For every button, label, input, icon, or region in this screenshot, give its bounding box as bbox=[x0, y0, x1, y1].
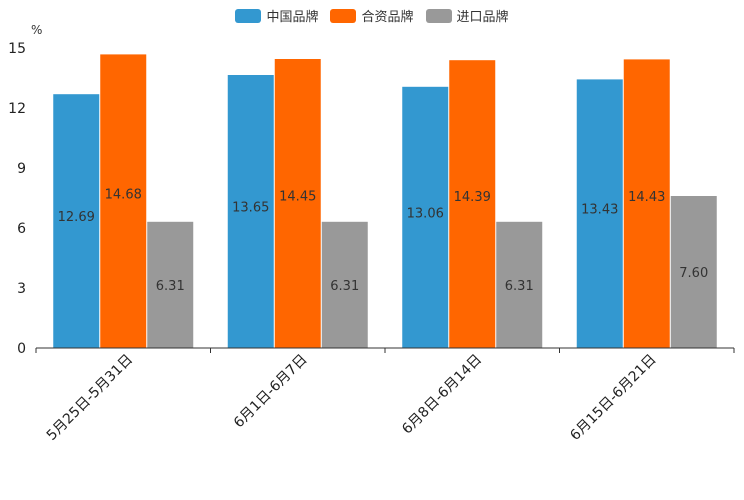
bar[interactable] bbox=[449, 60, 496, 348]
bar[interactable] bbox=[576, 79, 623, 349]
legend-label-china-brand: 中国品牌 bbox=[266, 10, 319, 25]
bar[interactable] bbox=[321, 221, 368, 348]
bar-value-label: 14.45 bbox=[279, 190, 316, 205]
bar-value-label: 6.31 bbox=[156, 279, 185, 294]
bar[interactable] bbox=[670, 196, 717, 348]
bar[interactable] bbox=[623, 59, 670, 349]
bar-value-label: 14.43 bbox=[628, 190, 665, 205]
bar-value-label: 7.60 bbox=[679, 266, 708, 281]
bars-group bbox=[53, 54, 717, 349]
bar-value-label: 12.69 bbox=[58, 210, 95, 225]
y-tick-label: 9 bbox=[17, 161, 26, 177]
bar-value-label: 13.65 bbox=[232, 201, 269, 216]
y-axis: 0 3 6 9 12 15 bbox=[8, 41, 26, 357]
x-axis: 5月25日-5月31日 6月1日-6月7日 6月8日-6月14日 6月15日-6月21… bbox=[35, 348, 735, 444]
bar[interactable] bbox=[496, 221, 543, 348]
legend-item-joint-venture-brand[interactable]: 合资品牌 bbox=[330, 6, 414, 25]
bar-value-label: 6.31 bbox=[505, 279, 534, 294]
legend-swatch-joint-venture-brand bbox=[330, 8, 357, 23]
y-tick-label: 15 bbox=[8, 41, 26, 57]
bar-value-label: 14.68 bbox=[105, 187, 142, 202]
bar[interactable] bbox=[402, 86, 449, 349]
bar-value-label: 13.43 bbox=[581, 203, 618, 218]
y-tick-label: 6 bbox=[17, 221, 26, 237]
bar-value-label: 13.06 bbox=[407, 206, 444, 221]
legend-label-import-brand: 进口品牌 bbox=[456, 10, 509, 25]
bar[interactable] bbox=[227, 75, 274, 348]
legend-item-china-brand[interactable]: 中国品牌 bbox=[235, 6, 318, 25]
value-labels-group: 12.69 13.65 13.06 13.43 14.68 14.45 14.39 14.43… bbox=[58, 187, 709, 294]
x-tick-label: 6月1日-6月7日 bbox=[231, 352, 311, 432]
legend-swatch-china-brand bbox=[235, 8, 262, 23]
legend-swatch-import-brand bbox=[425, 8, 452, 23]
legend: 中国品牌 合资品牌 进口品牌 bbox=[0, 6, 744, 25]
bar[interactable] bbox=[53, 94, 100, 348]
bar[interactable] bbox=[274, 59, 321, 348]
x-tick-label: 6月8日-6月14日 bbox=[399, 352, 485, 438]
bar[interactable] bbox=[147, 221, 194, 348]
bar[interactable] bbox=[100, 54, 147, 349]
y-tick-label: 3 bbox=[17, 281, 26, 297]
y-tick-label: 12 bbox=[8, 101, 26, 117]
legend-item-import-brand[interactable]: 进口品牌 bbox=[425, 6, 509, 25]
bar-value-label: 6.31 bbox=[330, 279, 359, 294]
x-tick-label: 6月15日-6月21日 bbox=[567, 352, 659, 444]
legend-label-joint-venture-brand: 合资品牌 bbox=[361, 10, 414, 25]
y-tick-label: 0 bbox=[17, 341, 26, 357]
x-tick-label: 5月25日-5月31日 bbox=[44, 352, 136, 444]
bar-value-label: 14.39 bbox=[454, 190, 491, 205]
y-axis-unit-label: % bbox=[31, 23, 42, 37]
